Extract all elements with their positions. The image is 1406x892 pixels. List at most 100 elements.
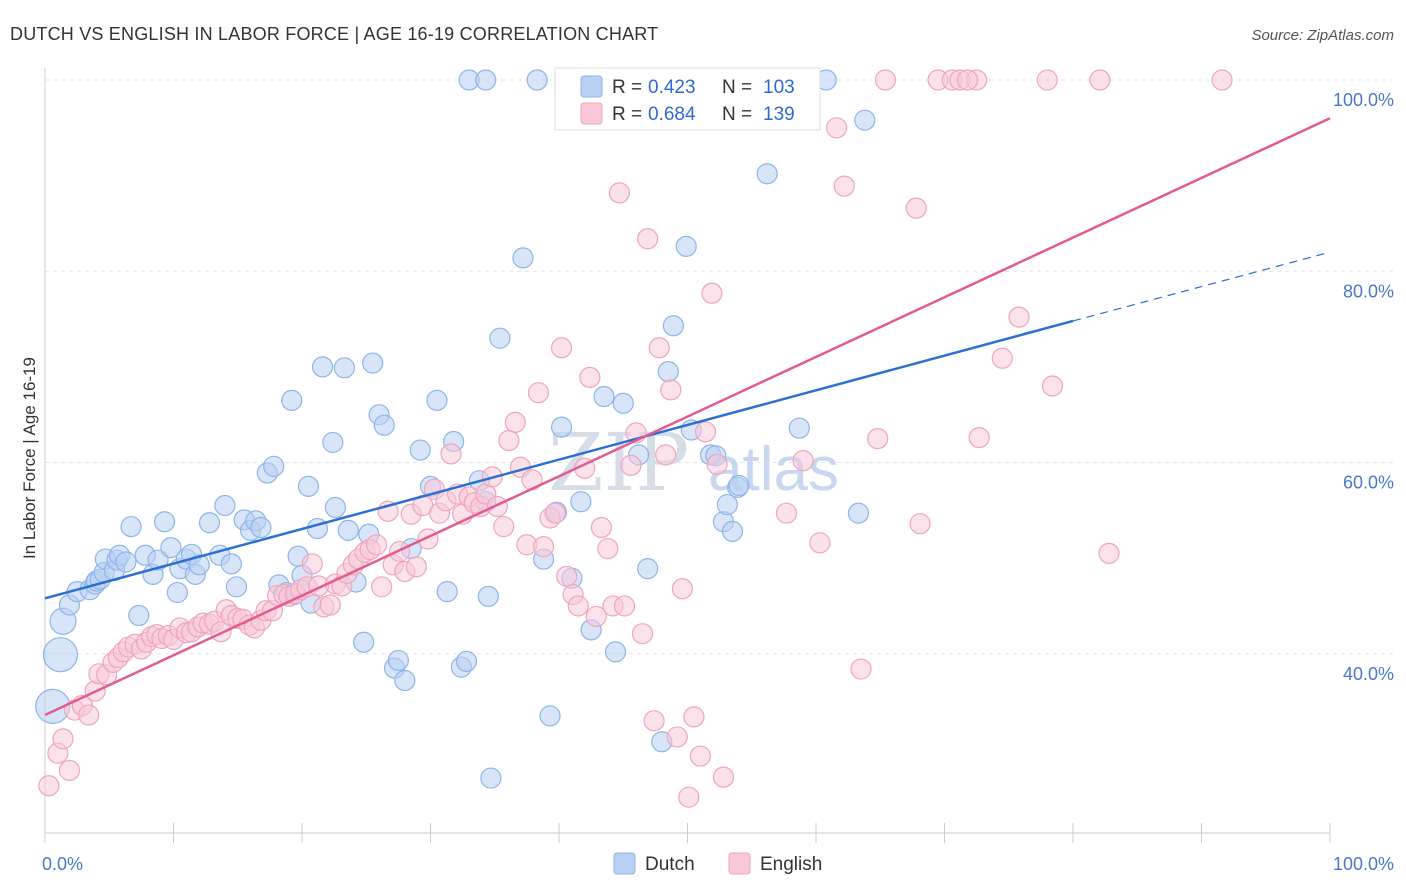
- english-point-84: [527, 382, 550, 404]
- dutch-point-47: [306, 517, 329, 540]
- english-point-119: [792, 449, 814, 472]
- dutch-point-69: [455, 650, 478, 673]
- english-point-116: [712, 766, 735, 788]
- dutch-point-82: [550, 416, 573, 438]
- dutch-point-16: [128, 604, 150, 627]
- dutch-point-107: [847, 502, 870, 524]
- series-dutch-points: [35, 69, 876, 789]
- stats-legend: R = 0.423 N = 103 R = 0.684 N = 139: [554, 67, 821, 131]
- english-point-118: [775, 502, 798, 524]
- y-tick-label-3: 100.0%: [1333, 90, 1394, 110]
- dutch-point-105: [788, 417, 810, 439]
- dutch-point-74: [475, 69, 497, 91]
- english-point-107: [660, 379, 682, 401]
- dutch-point-101: [721, 520, 744, 542]
- english-point-96: [597, 537, 619, 560]
- dutch-trend-line: [44, 319, 1074, 600]
- legend-r-value-dutch: 0.423: [648, 77, 696, 98]
- dutch-point-58: [373, 414, 395, 436]
- english-point-94: [585, 605, 607, 628]
- english-point-79: [498, 429, 520, 452]
- english-point-125: [874, 69, 896, 91]
- legend-swatch-english: [580, 102, 603, 125]
- english-point-3: [58, 759, 81, 782]
- dutch-point-56: [362, 352, 384, 374]
- dutch-point-1: [42, 637, 79, 673]
- dutch-point-30: [214, 494, 236, 517]
- series-legend: Dutch English: [613, 852, 822, 875]
- chart-title: DUTCH VS ENGLISH IN LABOR FORCE | AGE 16…: [10, 24, 658, 44]
- x-tick-label-max: 100.0%: [1333, 854, 1394, 874]
- legend-n-value-dutch: 103: [763, 77, 795, 98]
- english-point-69: [440, 443, 462, 465]
- dutch-point-94: [675, 235, 697, 257]
- english-point-121: [825, 117, 848, 139]
- english-point-135: [1036, 69, 1058, 91]
- english-point-127: [909, 513, 931, 535]
- trend-lines: [44, 117, 1331, 717]
- dutch-point-90: [637, 558, 659, 580]
- dutch-point-100: [716, 493, 738, 516]
- chart-source: Source: ZipAtlas.com: [1251, 27, 1394, 44]
- english-point-122: [833, 175, 855, 197]
- gridlines: [45, 79, 1394, 655]
- dutch-point-27: [188, 554, 210, 576]
- english-point-89: [556, 565, 578, 587]
- y-tick-label-2: 80.0%: [1343, 281, 1394, 301]
- legend-r-value-english: 0.684: [648, 104, 696, 125]
- dutch-point-14: [115, 551, 137, 573]
- bottom-legend-swatch-dutch: [613, 852, 636, 875]
- bottom-legend-swatch-english: [728, 852, 751, 875]
- english-point-124: [867, 427, 889, 450]
- english-point-98: [608, 182, 630, 204]
- english-point-112: [689, 745, 711, 767]
- dutch-point-48: [311, 356, 334, 378]
- english-point-138: [1098, 542, 1120, 564]
- dutch-point-21: [160, 537, 182, 559]
- legend-n-value-english: 139: [763, 104, 795, 125]
- dutch-point-87: [604, 641, 627, 663]
- english-point-123: [850, 658, 872, 680]
- english-point-95: [590, 516, 613, 539]
- bottom-legend-label-dutch: Dutch: [645, 854, 695, 875]
- english-point-56: [365, 534, 388, 556]
- english-point-108: [666, 726, 688, 748]
- dutch-point-84: [570, 491, 592, 513]
- english-point-93: [579, 366, 601, 388]
- dutch-point-50: [324, 496, 347, 519]
- english-point-65: [417, 528, 439, 550]
- dutch-point-41: [281, 389, 303, 411]
- legend-r-label-english: R =: [612, 104, 642, 125]
- english-point-136: [1041, 375, 1064, 397]
- english-point-102: [631, 623, 654, 645]
- dutch-point-36: [250, 516, 272, 539]
- english-point-99: [613, 595, 636, 617]
- legend-r-label-dutch: R =: [612, 77, 642, 98]
- english-point-113: [694, 421, 717, 443]
- y-tick-label-1: 60.0%: [1343, 473, 1394, 493]
- dutch-point-20: [153, 511, 176, 533]
- dutch-point-80: [526, 69, 548, 91]
- dutch-point-52: [337, 519, 359, 541]
- english-point-77: [486, 495, 508, 518]
- english-point-48: [319, 594, 341, 616]
- english-point-132: [968, 427, 990, 449]
- dutch-point-54: [353, 631, 375, 653]
- english-point-0: [38, 775, 60, 797]
- english-point-57: [371, 576, 393, 598]
- dutch-point-15: [120, 515, 142, 538]
- english-point-114: [701, 282, 723, 304]
- dutch-point-31: [220, 553, 242, 575]
- legend-swatch-dutch: [580, 75, 603, 98]
- watermark-atlas: atlas: [708, 435, 839, 504]
- dutch-point-88: [612, 392, 634, 414]
- dutch-point-63: [409, 439, 431, 461]
- dutch-point-78: [539, 705, 561, 727]
- english-point-104: [643, 710, 665, 732]
- dutch-point-103: [728, 474, 750, 497]
- dutch-point-65: [426, 389, 448, 411]
- english-point-78: [493, 515, 515, 538]
- english-point-2: [52, 728, 74, 750]
- dutch-point-92: [657, 361, 679, 383]
